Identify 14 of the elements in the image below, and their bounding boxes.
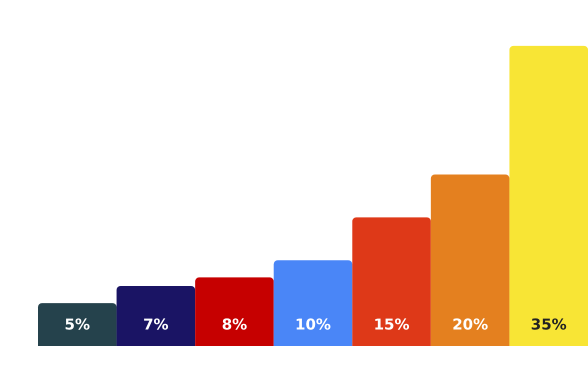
data-label: 15%	[374, 316, 410, 334]
data-label: 5%	[64, 316, 90, 334]
bar	[430, 174, 510, 346]
data-label: 7%	[143, 316, 169, 334]
bar	[38, 303, 117, 346]
bar	[274, 260, 352, 346]
data-label: 20%	[452, 316, 488, 334]
data-label: 35%	[530, 316, 567, 334]
bar	[352, 217, 431, 346]
bar	[195, 277, 274, 346]
data-label: 10%	[295, 316, 331, 334]
bar	[116, 286, 196, 346]
data-label: 8%	[222, 316, 248, 334]
bar	[509, 46, 588, 346]
